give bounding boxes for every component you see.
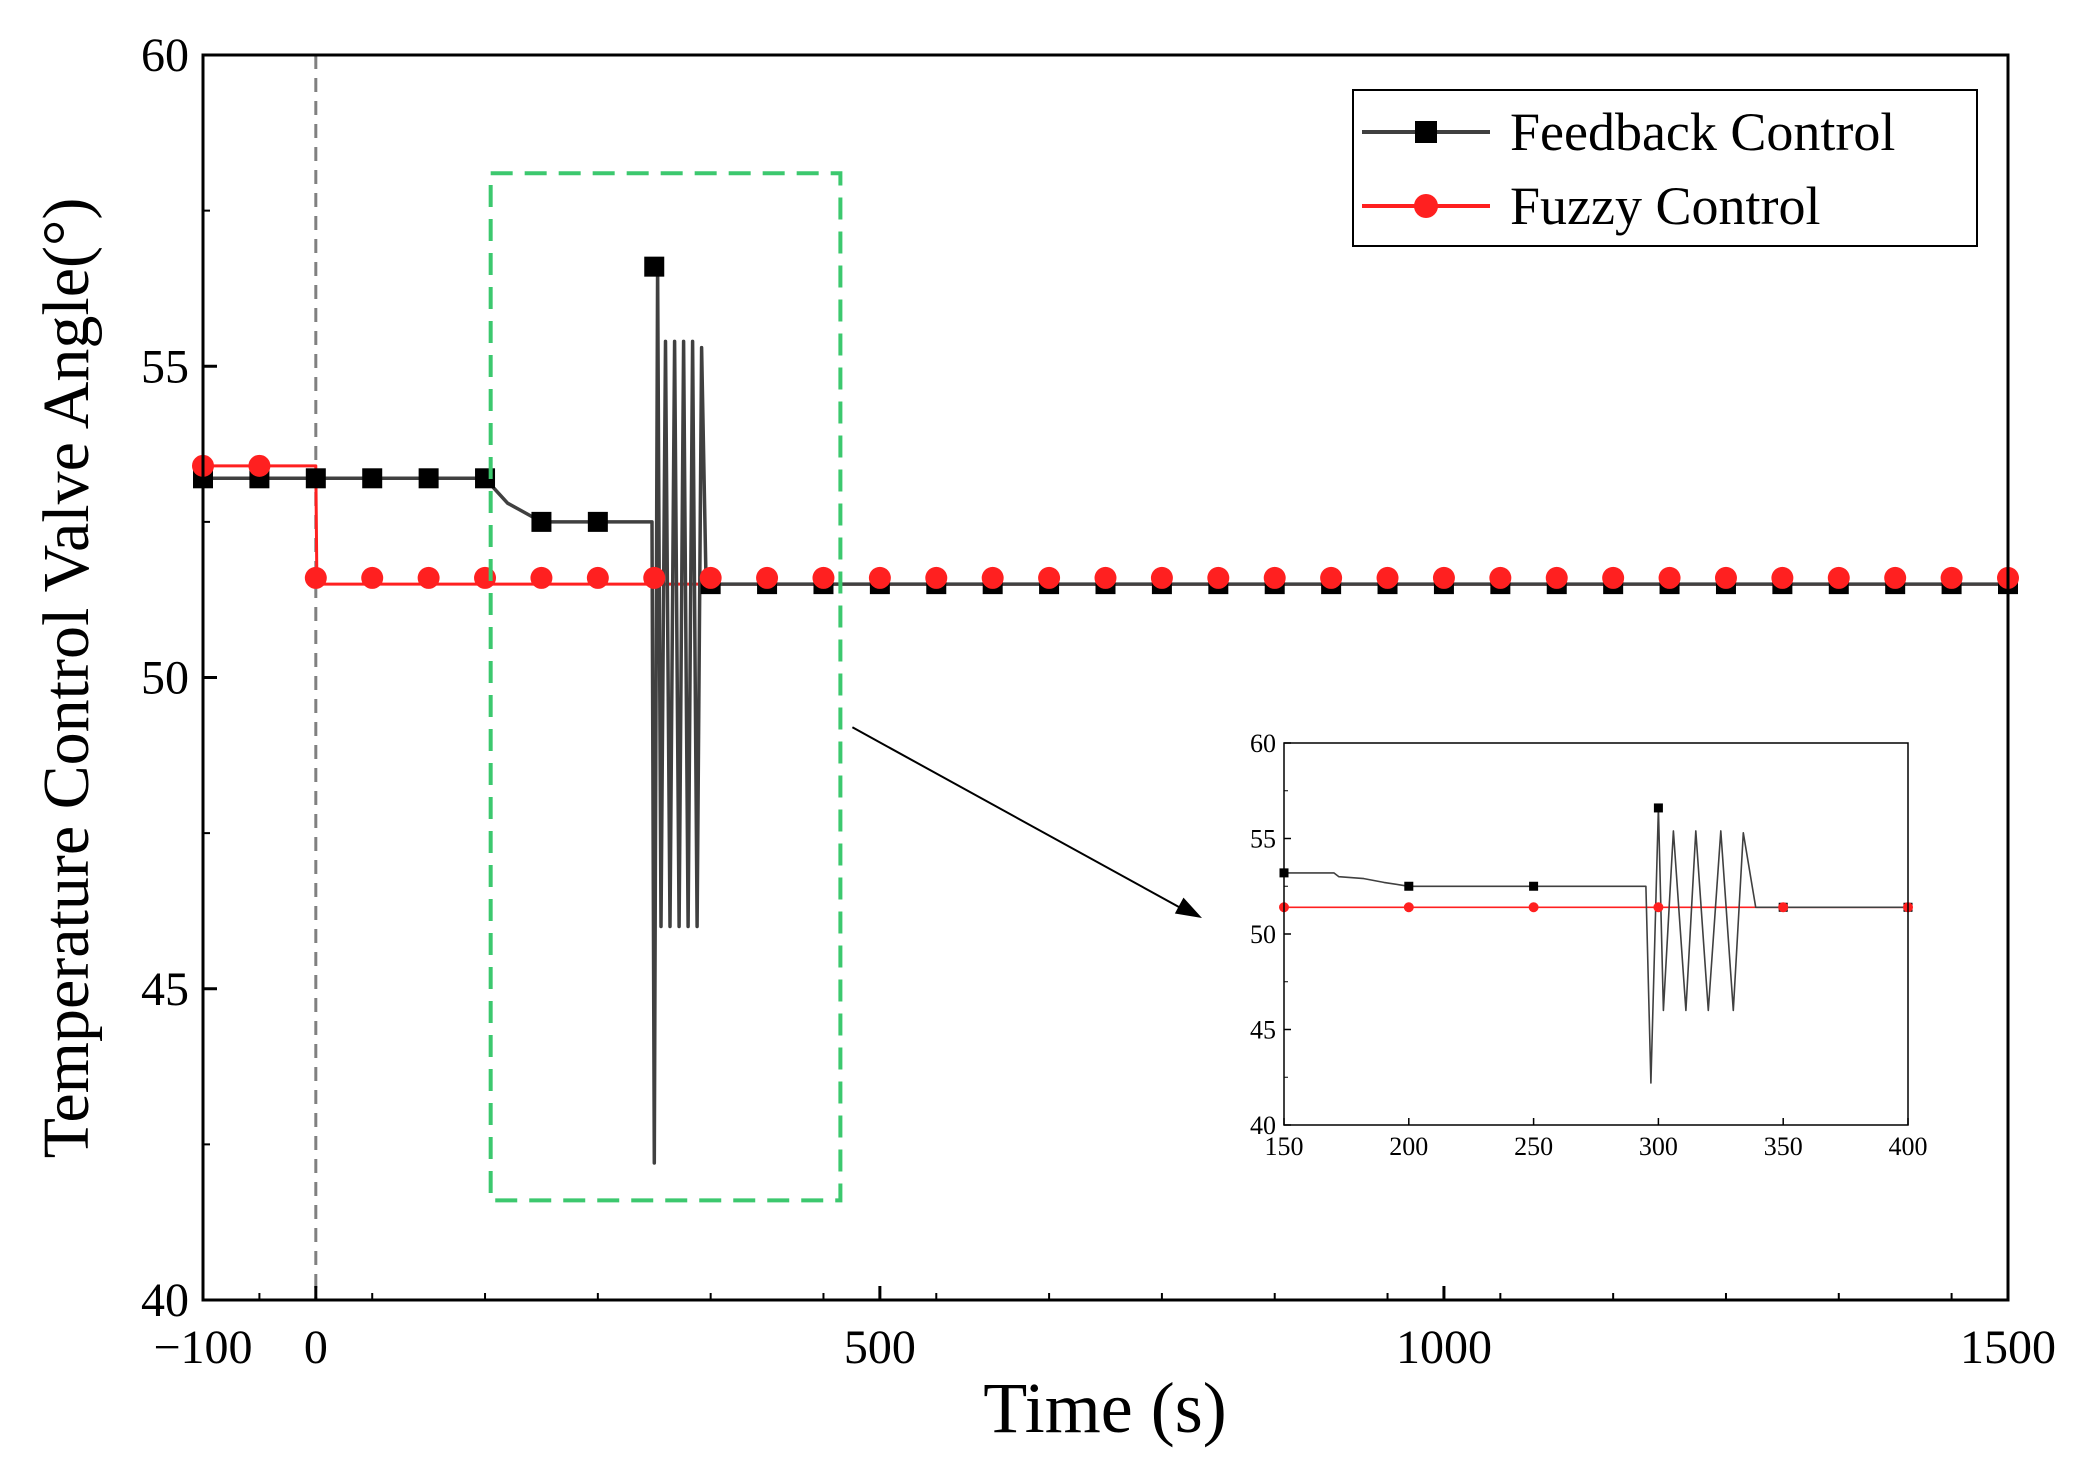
y-tick-label: 60 [141, 29, 189, 82]
y-tick-label: 45 [141, 963, 189, 1016]
fuzzy-marker [812, 566, 835, 589]
legend-marker-feedback [1415, 121, 1437, 143]
fuzzy-marker [530, 566, 553, 589]
inset-y-tick-label: 55 [1250, 825, 1276, 854]
fuzzy-marker [1714, 566, 1737, 589]
fuzzy-marker [1489, 566, 1512, 589]
fuzzy-marker [1940, 566, 1963, 589]
inset-y-tick-label: 40 [1250, 1111, 1276, 1140]
fuzzy-marker [1320, 566, 1343, 589]
fuzzy-marker [643, 566, 666, 589]
fuzzy-marker [756, 566, 779, 589]
fuzzy-marker [1827, 566, 1850, 589]
y-tick-label: 50 [141, 652, 189, 705]
fuzzy-marker [925, 566, 948, 589]
fuzzy-marker [1658, 566, 1681, 589]
x-tick-label: 1500 [1960, 1321, 2056, 1374]
y-tick-label: 55 [141, 340, 189, 393]
fuzzy-marker [1376, 566, 1399, 589]
feedback-marker [531, 511, 552, 532]
y-tick-label: 40 [141, 1274, 189, 1327]
inset-x-tick-label: 150 [1265, 1132, 1304, 1161]
fuzzy-marker [1150, 566, 1173, 589]
inset-x-tick-label: 200 [1389, 1132, 1428, 1161]
inset-y-tick-label: 50 [1250, 920, 1276, 949]
fuzzy-marker [1545, 566, 1568, 589]
legend-label-fuzzy: Fuzzy Control [1510, 176, 1820, 236]
fuzzy-marker [1038, 566, 1061, 589]
inset-x-tick-label: 300 [1639, 1132, 1678, 1161]
x-tick-label: 500 [844, 1321, 916, 1374]
x-tick-label: 0 [304, 1321, 328, 1374]
inset-fuzzy-marker [1403, 902, 1414, 913]
feedback-marker [305, 468, 326, 489]
fuzzy-marker [1263, 566, 1286, 589]
fuzzy-marker [417, 566, 440, 589]
fuzzy-marker [1771, 566, 1794, 589]
legend-box [1352, 89, 1978, 247]
fuzzy-marker [1884, 566, 1907, 589]
fuzzy-marker [1094, 566, 1117, 589]
inset-fuzzy-marker [1653, 902, 1664, 913]
inset-feedback-marker [1404, 881, 1414, 891]
inset-fuzzy-marker [1528, 902, 1539, 913]
inset-feedback-marker [1529, 881, 1539, 891]
x-axis-label: Time (s) [983, 1368, 1226, 1448]
legend-marker-fuzzy [1414, 194, 1438, 218]
x-tick-label: 1000 [1396, 1321, 1492, 1374]
feedback-marker [362, 468, 383, 489]
feedback-marker [587, 511, 608, 532]
fuzzy-marker [248, 454, 271, 477]
inset-feedback-marker [1653, 803, 1663, 813]
fuzzy-marker [868, 566, 891, 589]
inset-y-tick-label: 60 [1250, 729, 1276, 758]
y-axis-label: Temperature Control Valve Angle(°) [30, 198, 103, 1159]
inset-x-tick-label: 350 [1764, 1132, 1803, 1161]
feedback-series-line [203, 264, 2008, 1165]
feedback-marker [418, 468, 439, 489]
fuzzy-marker [361, 566, 384, 589]
legend: Feedback Control Fuzzy Control [1352, 89, 1978, 247]
fuzzy-marker [1432, 566, 1455, 589]
inset-fuzzy-marker [1778, 902, 1789, 913]
legend-label-feedback: Feedback Control [1510, 102, 1895, 162]
fuzzy-marker [1207, 566, 1230, 589]
fuzzy-marker [474, 566, 497, 589]
inset-y-tick-label: 45 [1250, 1016, 1276, 1045]
fuzzy-marker [586, 566, 609, 589]
fuzzy-marker [699, 566, 722, 589]
fuzzy-marker [981, 566, 1004, 589]
inset-x-tick-label: 400 [1889, 1132, 1928, 1161]
zoom-arrow-head [1174, 897, 1202, 918]
inset-feedback-line [1284, 807, 1908, 1084]
feedback-marker [644, 256, 665, 277]
zoom-arrow-line [851, 726, 1189, 913]
x-tick-label: −100 [153, 1321, 252, 1374]
fuzzy-marker [304, 566, 327, 589]
fuzzy-marker [1602, 566, 1625, 589]
inset-background [1284, 743, 1908, 1125]
fuzzy-series-line [203, 464, 2008, 586]
zoom-region-box [488, 171, 843, 1203]
inset-x-tick-label: 250 [1514, 1132, 1553, 1161]
